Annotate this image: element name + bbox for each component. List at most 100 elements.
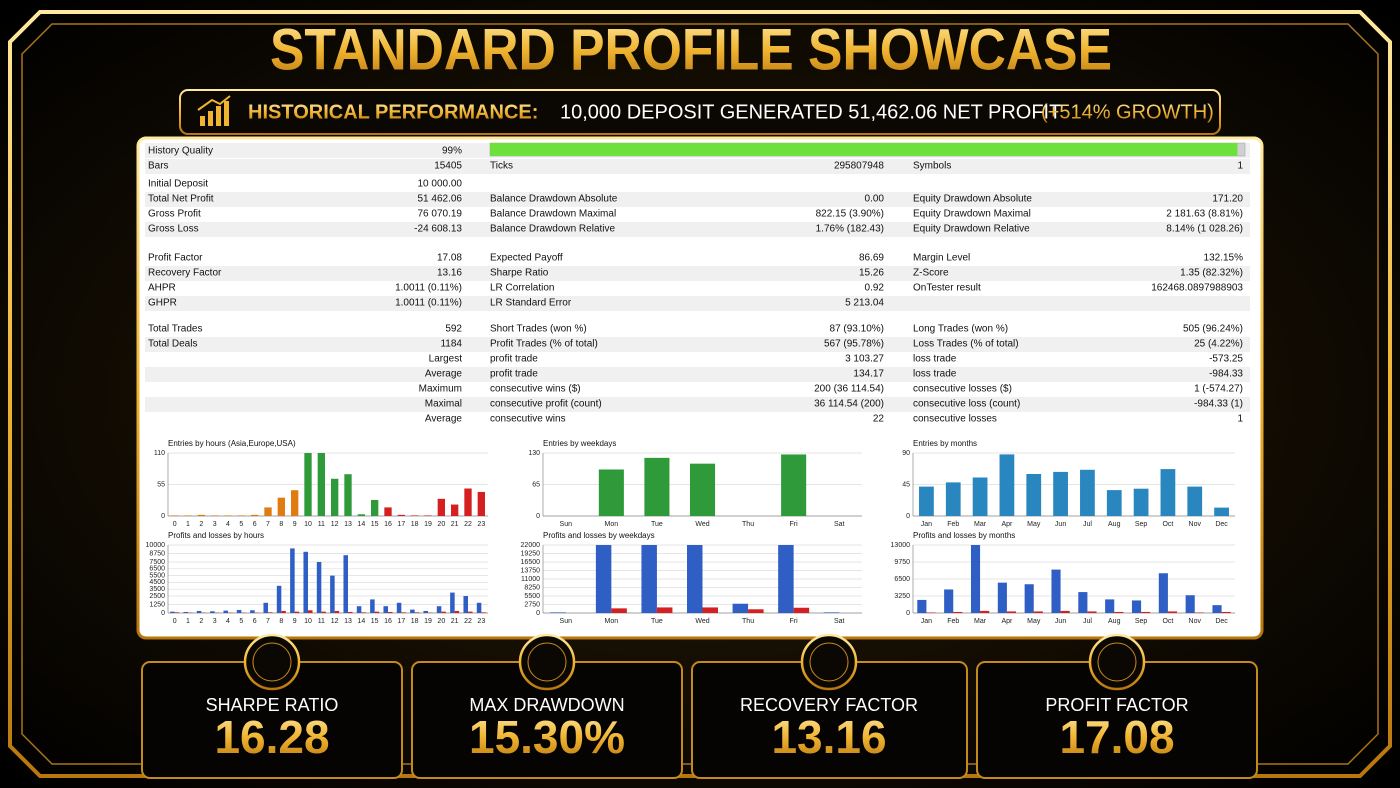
y-tick-label: 7500 <box>149 559 165 566</box>
cell-value: 1184 <box>440 339 462 350</box>
card-value: 15.30% <box>469 711 625 763</box>
cell-label: Long Trades (won %) <box>913 324 1008 335</box>
x-tick-label: 5 <box>239 618 243 625</box>
cell-value: Largest <box>429 354 463 365</box>
x-tick-label: Wed <box>695 618 709 625</box>
x-tick-label: 17 <box>397 521 405 528</box>
y-tick-label: 0 <box>161 513 165 520</box>
cell-value: 76 070.19 <box>418 209 463 220</box>
cards <box>141 661 1258 779</box>
y-tick-label: 11000 <box>521 576 540 583</box>
x-tick-label: 14 <box>357 521 365 528</box>
bar <box>1026 474 1042 516</box>
cell-value: 13.16 <box>437 268 462 279</box>
cell-value: Maximal <box>425 399 462 410</box>
y-tick-label: 0 <box>906 610 910 617</box>
cell-label: Symbols <box>913 161 951 172</box>
bar <box>197 514 205 516</box>
x-tick-label: 3 <box>213 521 217 528</box>
y-tick-label: 0 <box>536 513 540 520</box>
bar <box>944 589 954 613</box>
bar <box>598 469 624 516</box>
y-tick-label: 5500 <box>524 593 540 600</box>
x-tick-label: 11 <box>318 521 325 528</box>
cell-value: -573.25 <box>1209 354 1243 365</box>
bar <box>343 555 348 613</box>
x-tick-label: Jan <box>921 521 932 528</box>
bar <box>183 611 188 613</box>
banner-icon <box>197 95 231 126</box>
bar <box>689 463 716 516</box>
bar <box>361 612 366 613</box>
row-shade <box>145 159 1250 174</box>
cell-value: 3 103.27 <box>845 354 884 365</box>
cell-value: 171.20 <box>1212 194 1243 205</box>
y-tick-label: 55 <box>157 481 165 488</box>
bar <box>1167 611 1178 613</box>
cell-value: 505 (96.24%) <box>1183 324 1243 335</box>
x-tick-label: Fri <box>790 618 799 625</box>
cell-value: 1 <box>1237 161 1243 172</box>
bar <box>926 612 936 613</box>
bar <box>687 545 703 613</box>
frame <box>8 10 1392 778</box>
y-tick-label: 2500 <box>149 593 165 600</box>
cell-value: 51 462.06 <box>418 194 463 205</box>
bar <box>595 545 612 613</box>
bar <box>1106 490 1122 516</box>
y-tick-label: 6500 <box>149 566 165 573</box>
cell-label: Total Deals <box>148 339 197 350</box>
cell-label: consecutive loss (count) <box>913 399 1020 410</box>
x-tick-label: 12 <box>331 521 339 528</box>
cell-value: -24 608.13 <box>414 224 462 235</box>
cell-label: Sharpe Ratio <box>490 268 549 279</box>
x-tick-label: Aug <box>1108 521 1121 528</box>
x-tick-label: 19 <box>424 521 432 528</box>
y-tick-label: 8750 <box>149 550 165 557</box>
x-tick-label: Apr <box>1001 618 1013 625</box>
row-shade <box>145 296 1250 311</box>
cell-value: 15.26 <box>859 268 884 279</box>
bar <box>196 610 202 613</box>
y-tick-label: 4500 <box>149 579 165 586</box>
cell-label: Bars <box>148 161 169 172</box>
cell-value: 5 213.04 <box>845 298 884 309</box>
x-tick-label: Sep <box>1135 521 1148 528</box>
cell-value: 36 114.54 (200) <box>814 399 884 410</box>
x-tick-label: Mar <box>974 618 987 625</box>
y-tick-label: 19250 <box>521 550 541 557</box>
x-tick-label: 22 <box>464 618 472 625</box>
bar <box>441 611 446 613</box>
x-tick-label: Sep <box>1135 618 1148 625</box>
cell-label: consecutive wins ($) <box>490 384 581 395</box>
x-tick-label: Nov <box>1189 521 1202 528</box>
cell-value: 2 181.63 (8.81%) <box>1166 209 1243 220</box>
bar <box>644 457 670 516</box>
x-tick-label: 2 <box>199 521 203 528</box>
x-tick-label: 15 <box>371 618 379 625</box>
bar <box>1133 488 1149 516</box>
cell-label: Margin Level <box>913 253 970 264</box>
bar <box>1158 573 1168 613</box>
cell-value: 295807948 <box>834 161 884 172</box>
x-tick-label: 20 <box>437 521 445 528</box>
bar <box>388 611 393 613</box>
y-tick-label: 0 <box>906 513 910 520</box>
row-shade <box>145 397 1250 412</box>
bar <box>781 454 807 516</box>
banner-text: 10,000 DEPOSIT GENERATED 51,462.06 NET P… <box>560 101 1061 123</box>
cell-label: Short Trades (won %) <box>490 324 587 335</box>
y-tick-label: 65 <box>532 481 540 488</box>
y-tick-label: 0 <box>536 610 540 617</box>
bar <box>303 551 308 613</box>
x-tick-label: Fri <box>790 521 799 528</box>
bar <box>308 610 313 613</box>
x-tick-label: Wed <box>695 521 709 528</box>
x-tick-label: 15 <box>371 521 379 528</box>
cell-label: consecutive losses ($) <box>913 384 1012 395</box>
y-tick-label: 3500 <box>149 586 165 593</box>
bar <box>411 515 419 516</box>
bar <box>1051 569 1061 613</box>
cell-value: 1 (-574.27) <box>1194 384 1243 395</box>
cell-value: 17.08 <box>437 253 462 264</box>
